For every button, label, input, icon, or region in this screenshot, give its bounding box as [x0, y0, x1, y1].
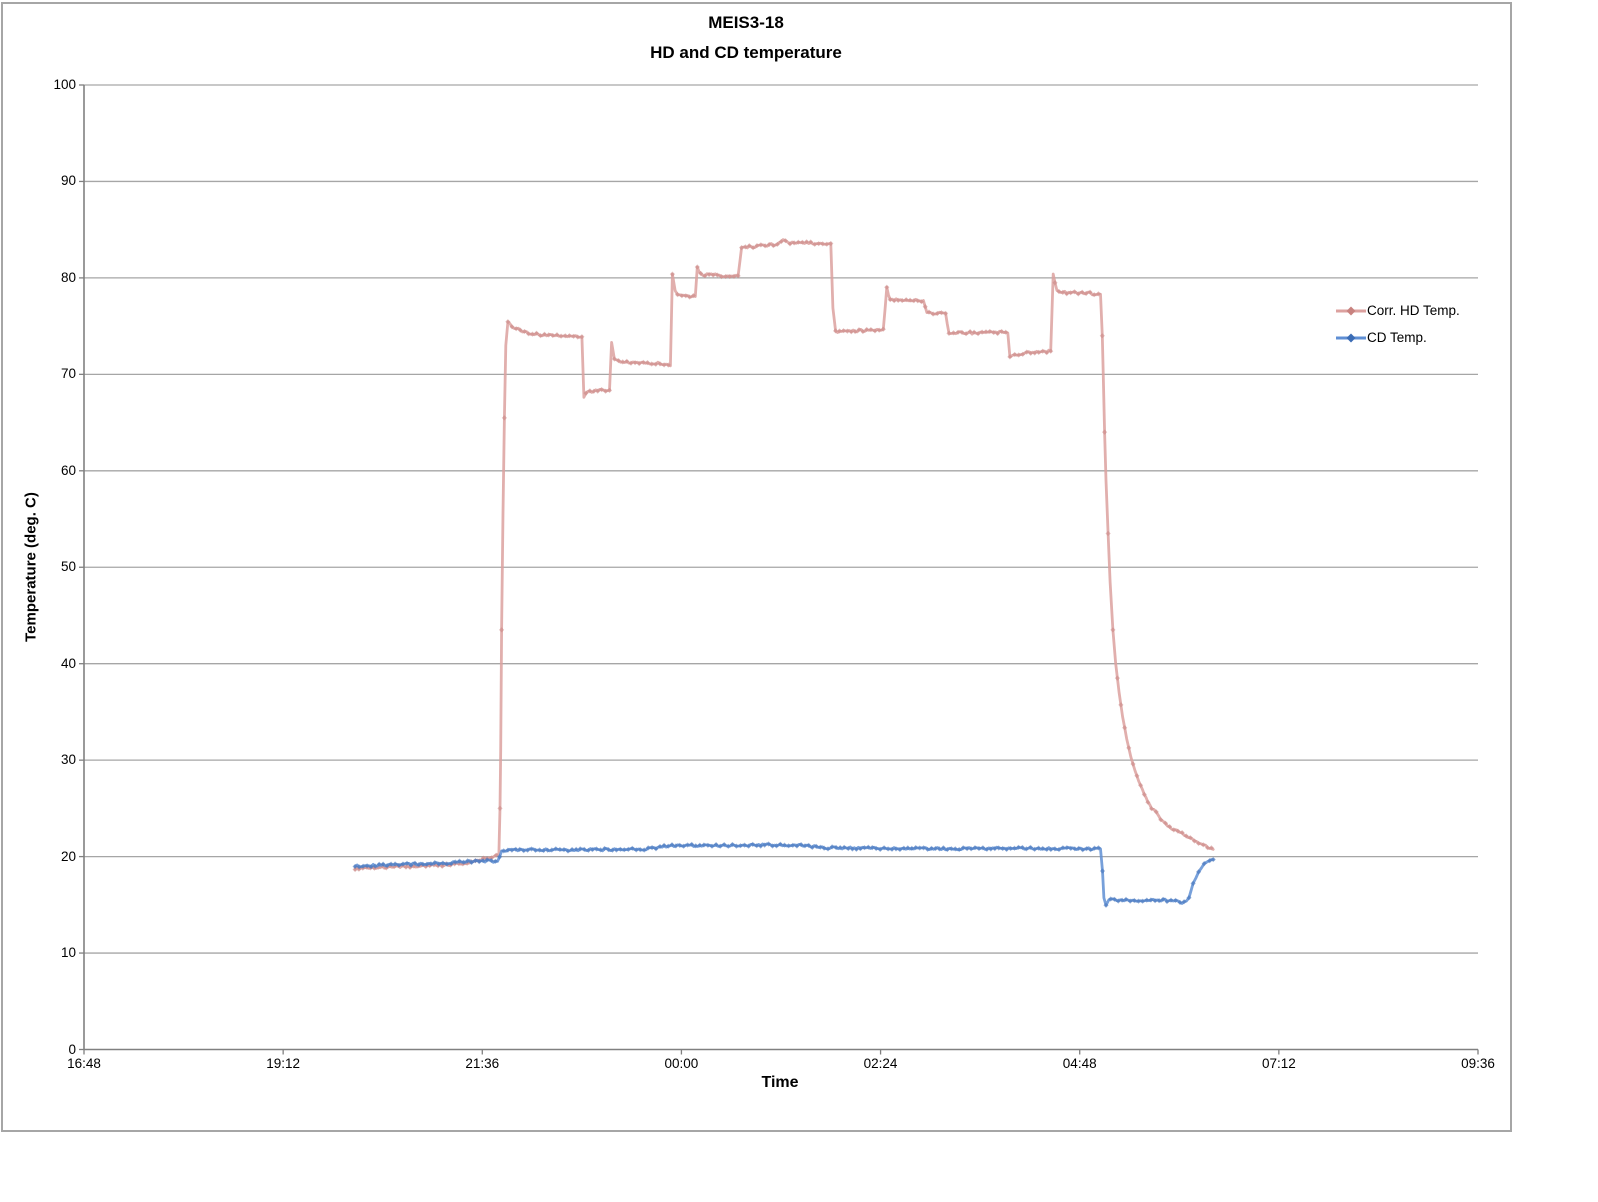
x-tick-label-09-36: 09:36 [1461, 1056, 1495, 1071]
cd-series-swatch [1336, 333, 1366, 342]
legend-item-hd: Corr. HD Temp. [1336, 297, 1460, 324]
chart-title: MEIS3-18 [708, 13, 784, 32]
x-tick-label-07-12: 07:12 [1261, 1056, 1296, 1071]
x-tick-label-02-24: 02:24 [863, 1056, 898, 1071]
y-tick-label-80: 80 [60, 269, 76, 285]
y-tick-label-50: 50 [60, 559, 76, 575]
hd-series-swatch [1336, 306, 1366, 315]
y-tick-label-30: 30 [60, 752, 76, 768]
x-tick-label-16-48: 16:48 [67, 1056, 101, 1071]
hd-series-markers [352, 238, 1214, 873]
y-tick-label-100: 100 [53, 77, 76, 92]
y-tick-label-40: 40 [60, 655, 76, 671]
hd-series-line [353, 238, 1215, 871]
cd-series-markers [352, 841, 1216, 908]
legend-label-hd: Corr. HD Temp. [1367, 303, 1460, 318]
x-tick-label-19-12: 19:12 [266, 1056, 301, 1071]
legend-item-cd: CD Temp. [1336, 324, 1460, 351]
cd-series-line [353, 842, 1215, 907]
x-axis-title: Time [761, 1074, 799, 1091]
y-tick-label-70: 70 [60, 366, 76, 382]
y-tick-label-90: 90 [60, 173, 76, 189]
y-tick-label-60: 60 [60, 462, 76, 478]
legend-label-cd: CD Temp. [1367, 330, 1427, 345]
legend: Corr. HD Temp. CD Temp. [1336, 297, 1460, 351]
y-tick-label-10: 10 [60, 945, 76, 961]
chart-subtitle: HD and CD temperature [650, 43, 842, 62]
y-tick-label-0: 0 [68, 1041, 76, 1057]
x-tick-label-00-00: 00:00 [664, 1056, 699, 1071]
y-tick-label-20: 20 [60, 848, 76, 864]
x-tick-label-04-48: 04:48 [1062, 1056, 1097, 1071]
x-tick-label-21-36: 21:36 [465, 1056, 500, 1071]
